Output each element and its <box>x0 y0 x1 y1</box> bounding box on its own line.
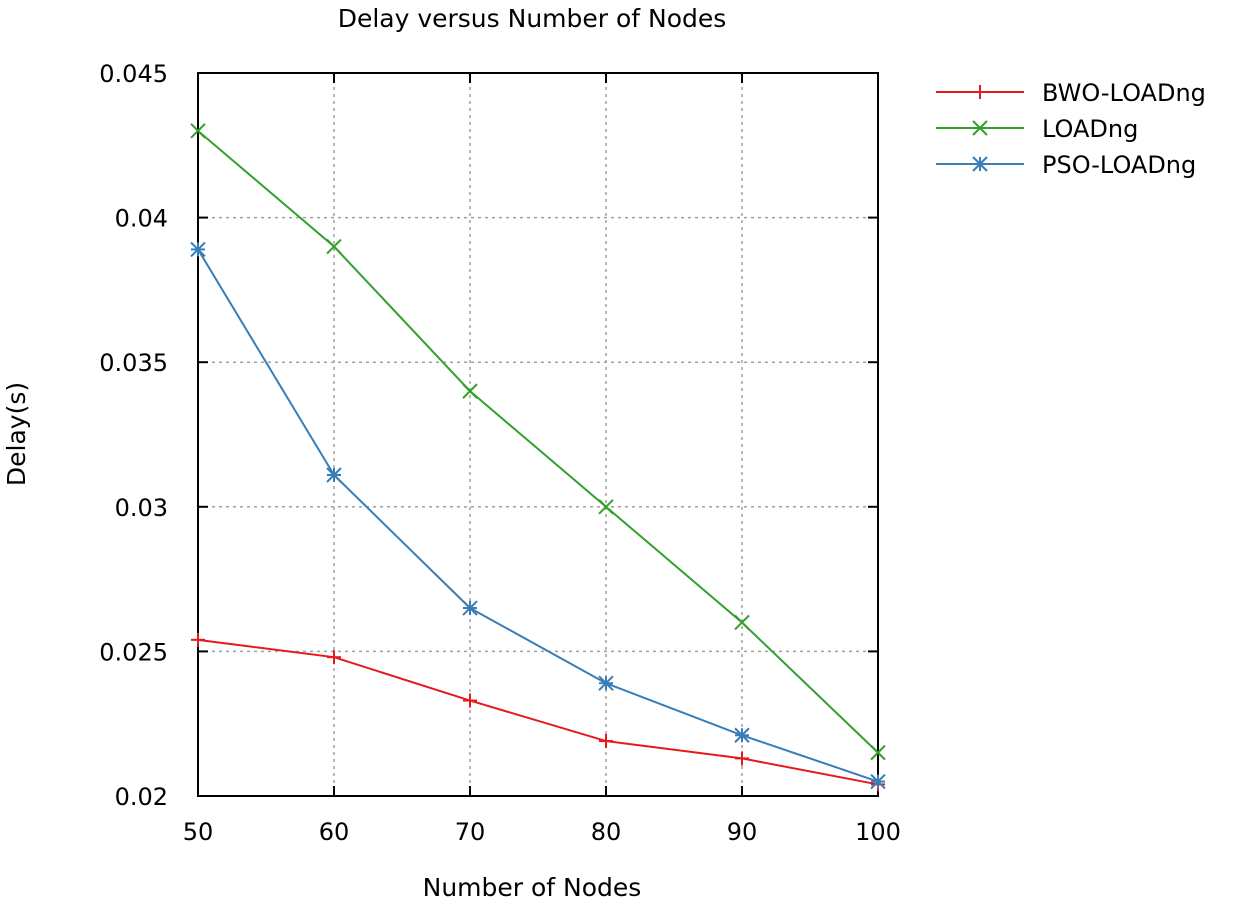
x-tick-label: 100 <box>855 818 901 846</box>
legend-marker-loadng <box>972 120 988 136</box>
legend: BWO-LOADng LOADng PSO-LOADng <box>936 79 1206 179</box>
y-tick-label: 0.045 <box>99 60 168 88</box>
legend-label-loadng: LOADng <box>1042 115 1138 143</box>
y-axis-label: Delay(s) <box>2 382 31 486</box>
data-point-pso-loadng <box>598 675 614 691</box>
series-group <box>190 123 886 792</box>
axis-ticks: 50 60 70 80 90 100 0.02 0.025 0.03 0.035 0.04 0.045 <box>99 60 901 846</box>
x-tick-label: 50 <box>183 818 214 846</box>
data-point-pso-loadng <box>190 241 206 258</box>
series-line-bwo-loadng <box>197 638 879 786</box>
grid <box>198 73 878 796</box>
series-line-loadng <box>197 130 879 754</box>
data-point-pso-loadng <box>326 467 342 483</box>
data-point-loadng <box>462 383 478 399</box>
x-tick-label: 70 <box>455 818 486 846</box>
x-axis-label: Number of Nodes <box>423 873 642 902</box>
chart-title: Delay versus Number of Nodes <box>338 4 727 33</box>
data-point-loadng <box>190 123 206 139</box>
data-point-pso-loadng <box>734 727 750 743</box>
data-point-bwo-loadng <box>735 751 749 766</box>
data-point-bwo-loadng <box>191 632 205 647</box>
data-point-loadng <box>326 238 342 255</box>
legend-marker-bwo-loadng <box>973 85 987 99</box>
data-point-pso-loadng <box>462 600 478 616</box>
data-point-bwo-loadng <box>599 734 613 749</box>
data-point-loadng <box>598 499 614 515</box>
legend-label-pso-loadng: PSO-LOADng <box>1042 151 1196 179</box>
plot-frame <box>197 72 879 797</box>
legend-label-bwo-loadng: BWO-LOADng <box>1042 79 1206 107</box>
data-point-pso-loadng <box>870 773 886 790</box>
data-point-bwo-loadng <box>327 650 341 665</box>
data-point-loadng <box>734 614 750 631</box>
x-tick-label: 80 <box>591 818 622 846</box>
data-point-bwo-loadng <box>463 693 477 708</box>
x-tick-label: 60 <box>319 818 350 846</box>
legend-marker-pso-loadng <box>972 156 988 172</box>
data-point-loadng <box>870 744 886 761</box>
y-tick-label: 0.025 <box>99 638 168 666</box>
y-tick-label: 0.04 <box>115 205 168 233</box>
y-tick-label: 0.03 <box>115 494 168 522</box>
series-line-pso-loadng <box>197 248 879 783</box>
y-tick-label: 0.02 <box>115 783 168 811</box>
x-tick-label: 90 <box>727 818 758 846</box>
y-tick-label: 0.035 <box>99 349 168 377</box>
